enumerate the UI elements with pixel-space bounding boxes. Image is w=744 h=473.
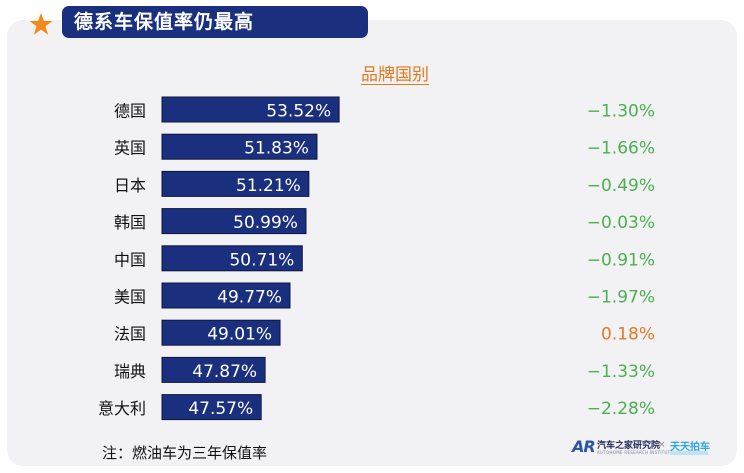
bar-value-label: 51.21%: [236, 176, 301, 196]
bar: [161, 96, 340, 123]
category-header: 品牌国别: [361, 65, 429, 85]
bar: [161, 208, 307, 235]
category-label: 美国: [114, 288, 146, 307]
bar: [161, 282, 291, 309]
category-label: 意大利: [98, 399, 146, 418]
autohome-logo-subtitle: AUTOHOME RESEARCH INSTITUTE: [597, 450, 674, 455]
change-value-label: 0.18%: [601, 325, 655, 345]
change-value-label: −0.03%: [587, 213, 655, 233]
bar-value-label: 50.99%: [233, 213, 298, 233]
bar-value-label: 49.01%: [207, 325, 272, 345]
change-value-label: −1.30%: [587, 102, 655, 122]
change-value-label: −0.49%: [587, 176, 655, 196]
tiantianpaiche-logo-underline: [670, 451, 708, 455]
bar-value-label: 47.87%: [192, 362, 257, 382]
footnote: 注：燃油车为三年保值率: [102, 444, 268, 462]
bar: [161, 133, 318, 160]
category-label: 德国: [114, 102, 146, 121]
bar-value-label: 53.52%: [266, 102, 331, 122]
category-label: 日本: [114, 176, 146, 195]
bar-value-label: 47.57%: [188, 399, 253, 419]
category-label: 法国: [114, 325, 146, 344]
change-value-label: −0.91%: [587, 250, 655, 270]
change-value-label: −1.33%: [587, 362, 655, 382]
tiantianpaiche-logo-name: 天天拍车: [670, 442, 710, 453]
bar: [161, 356, 266, 383]
category-label: 中国: [114, 250, 146, 269]
autohome-logo-mark: AR: [572, 437, 596, 456]
bar: [161, 394, 262, 421]
logo-separator: ×: [658, 440, 666, 450]
category-label: 瑞典: [114, 362, 146, 381]
chart-panel: [7, 20, 737, 466]
logo-group: AR 汽车之家研究院 AUTOHOME RESEARCH INSTITUTE ×…: [572, 437, 732, 461]
page-title: 德系车保值率仍最高: [62, 6, 368, 38]
bar: [161, 319, 281, 346]
category-label: 韩国: [114, 213, 146, 232]
bar-value-label: 51.83%: [244, 139, 309, 159]
star-icon: [29, 13, 53, 35]
change-value-label: −1.66%: [587, 139, 655, 159]
bar: [161, 170, 310, 197]
bar: [161, 245, 303, 272]
autohome-logo-name: 汽车之家研究院: [597, 441, 661, 451]
change-value-label: −2.28%: [587, 399, 655, 419]
bar-value-label: 49.77%: [217, 288, 282, 308]
category-label: 英国: [114, 139, 146, 158]
change-value-label: −1.97%: [587, 288, 655, 308]
bar-value-label: 50.71%: [229, 250, 294, 270]
